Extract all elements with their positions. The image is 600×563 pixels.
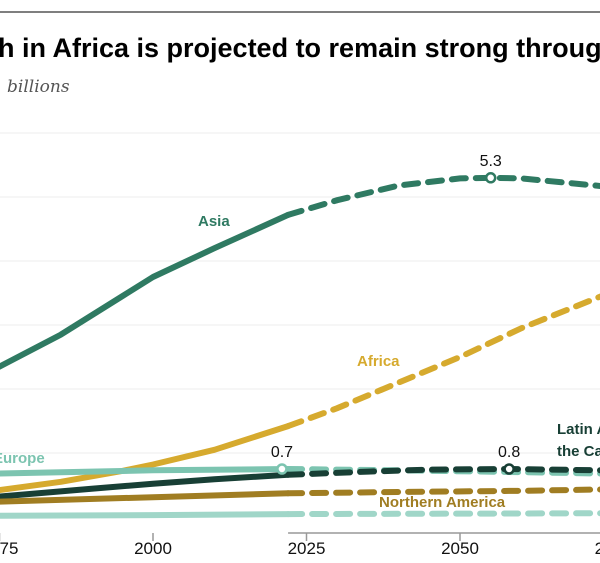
annotation-point <box>503 463 515 475</box>
x-tick-label: 2025 <box>288 539 326 558</box>
label-europe: Europe <box>0 450 45 467</box>
series-asia-projected <box>285 174 600 218</box>
series-africa-projected <box>285 293 600 430</box>
label-africa: Africa <box>357 353 400 370</box>
x-tick-label: 2075 <box>595 539 600 558</box>
label-northern-america: Northern America <box>379 494 506 511</box>
chart-subtitle: billions <box>7 77 70 97</box>
x-tick-label: 2000 <box>134 539 172 558</box>
label-latin-america-line1: Latin America and <box>557 421 600 438</box>
series-europe-historical <box>0 466 292 477</box>
annotation-label: 0.8 <box>498 444 520 461</box>
annotation-label: 0.7 <box>271 444 293 461</box>
x-tick-label: 1975 <box>0 539 18 558</box>
label-asia: Asia <box>198 213 230 230</box>
series-latin-america-and-the-caribbean-projected <box>285 465 600 478</box>
chart-title: h in Africa is projected to remain stron… <box>0 33 600 63</box>
annotation-point <box>484 172 497 184</box>
series-latin-america-and-the-caribbean-historical <box>0 471 292 500</box>
annotation-point <box>276 463 288 475</box>
series-oceania-historical <box>0 511 292 519</box>
series-oceania-projected <box>285 510 600 518</box>
series-northern-america-projected <box>285 486 600 497</box>
annotation-label: 5.3 <box>480 153 502 170</box>
series-asia-historical <box>0 211 292 370</box>
x-tick-label: 2050 <box>441 539 479 558</box>
label-latin-america-line2: the Caribbean <box>557 443 600 460</box>
series-northern-america-historical <box>0 490 292 505</box>
